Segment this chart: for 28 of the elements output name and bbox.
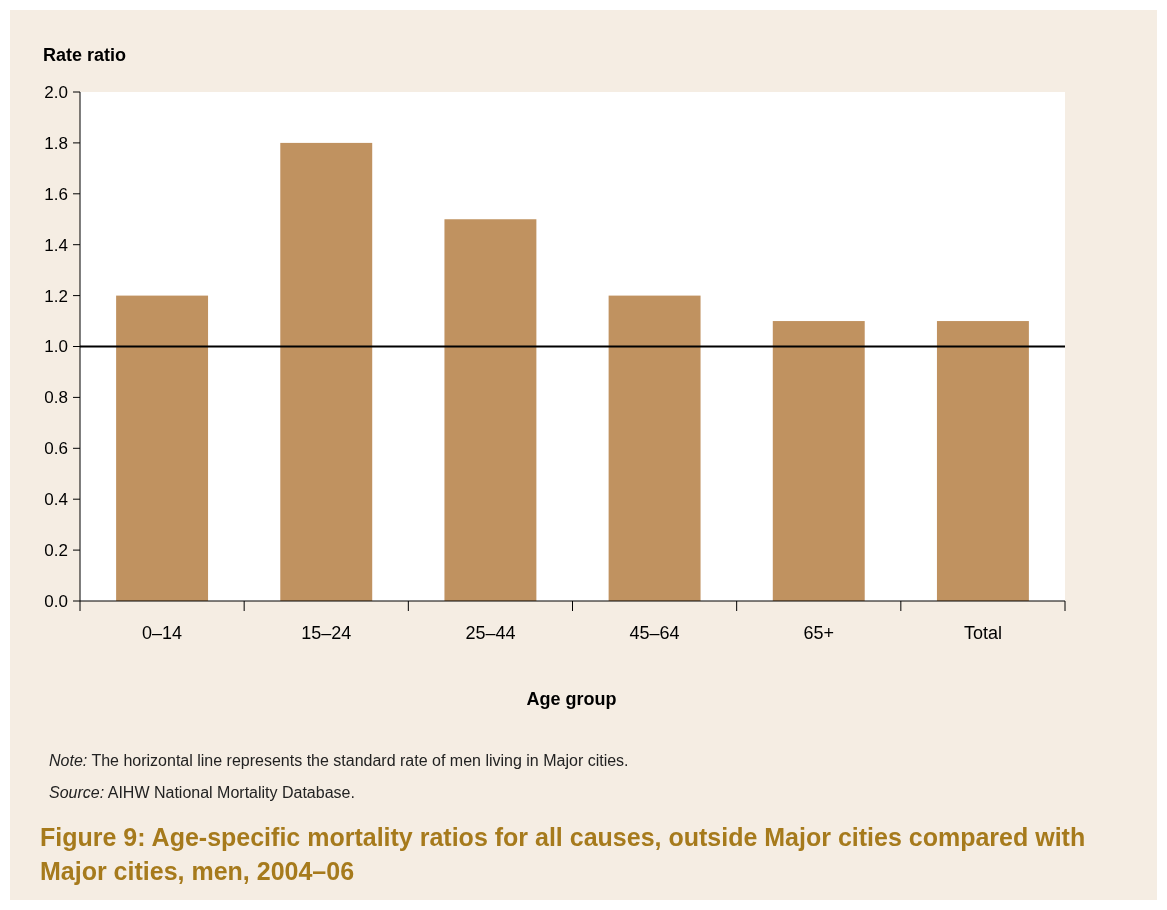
x-axis-title: Age group [526, 689, 617, 709]
bar [280, 142, 373, 601]
x-tick-label: 15–24 [301, 623, 352, 643]
y-tick-label: 1.0 [44, 337, 68, 357]
source-note: Source: AIHW National Mortality Database. [49, 784, 355, 801]
bar [444, 219, 537, 601]
x-tick-label: 25–44 [465, 623, 516, 643]
text: Figure 9: Age-specific mortality ratios for all causes, outside Major cities compared with Major cities, men, 2004–06 [40, 823, 1086, 885]
x-tick-label: 0–14 [142, 623, 183, 643]
y-tick-label: 0.4 [44, 490, 68, 510]
y-tick-label: 0.0 [44, 591, 68, 611]
y-tick-label: 0.8 [44, 388, 68, 408]
y-tick-label: 0.6 [44, 439, 68, 459]
bar [608, 295, 701, 601]
y-axis-title: Rate ratio [43, 45, 127, 65]
y-tick-label: 1.4 [44, 235, 68, 255]
x-tick-label: 65+ [803, 623, 835, 643]
bar [772, 321, 865, 601]
bar [116, 295, 209, 601]
y-tick-label: 2.0 [44, 82, 68, 102]
x-tick-label: Total [963, 623, 1002, 643]
x-tick-label: 45–64 [629, 623, 680, 643]
y-tick-label: 1.8 [44, 133, 68, 153]
y-tick-label: 1.2 [44, 286, 68, 306]
bar [936, 321, 1029, 601]
text: Note: The horizontal line represents the standard rate of men living in Major cities. [49, 752, 629, 769]
y-tick-label: 1.6 [44, 184, 68, 204]
y-tick-label: 0.2 [44, 541, 68, 561]
